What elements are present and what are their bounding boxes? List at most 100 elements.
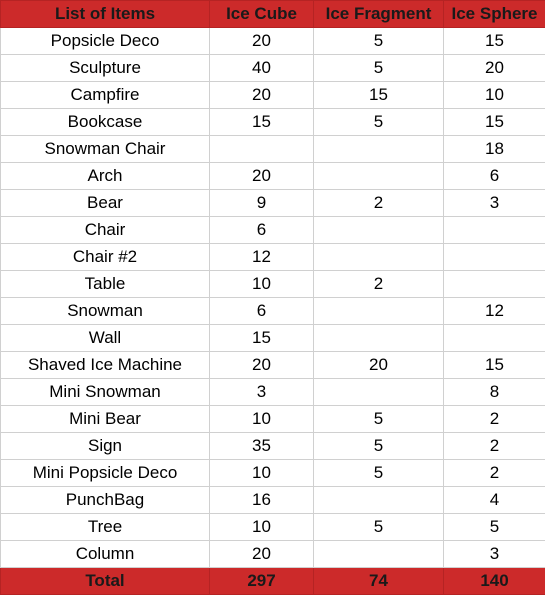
- ice-fragment-cell: [313, 135, 444, 163]
- item-name-cell: Chair: [0, 216, 210, 244]
- table-body: Popsicle Deco 20 5 15 Sculpture 40 5 20 Campfi…: [0, 27, 545, 568]
- ice-cube-cell: 20: [209, 162, 314, 190]
- item-name-cell: Snowman: [0, 297, 210, 325]
- header-cell-ice-sphere: Ice Sphere: [443, 0, 545, 28]
- ice-fragment-cell: [313, 486, 444, 514]
- ice-cube-cell: 10: [209, 270, 314, 298]
- item-name-cell: Bear: [0, 189, 210, 217]
- table-row: Column 20 3: [0, 540, 545, 568]
- total-ice-cube-cell: 297: [209, 567, 314, 595]
- item-name-cell: Table: [0, 270, 210, 298]
- item-name-cell: Mini Bear: [0, 405, 210, 433]
- ice-fragment-cell: [313, 378, 444, 406]
- ice-fragment-cell: 5: [313, 27, 444, 55]
- table-row: Mini Bear 10 5 2: [0, 405, 545, 433]
- item-name-cell: Campfire: [0, 81, 210, 109]
- table-row: Snowman Chair 18: [0, 135, 545, 163]
- item-name-cell: Column: [0, 540, 210, 568]
- ice-sphere-cell: 20: [443, 54, 545, 82]
- ice-cube-cell: 35: [209, 432, 314, 460]
- ice-fragment-cell: 2: [313, 189, 444, 217]
- ice-sphere-cell: 2: [443, 432, 545, 460]
- ice-fragment-cell: 5: [313, 405, 444, 433]
- ice-cube-cell: 16: [209, 486, 314, 514]
- ice-sphere-cell: 8: [443, 378, 545, 406]
- ice-fragment-cell: [313, 243, 444, 271]
- total-row: Total 297 74 140: [0, 567, 545, 595]
- table-row: Wall 15: [0, 324, 545, 352]
- table-footer: Total 297 74 140: [0, 567, 545, 595]
- ice-cube-cell: 3: [209, 378, 314, 406]
- table-row: Sign 35 5 2: [0, 432, 545, 460]
- item-name-cell: PunchBag: [0, 486, 210, 514]
- item-name-cell: Arch: [0, 162, 210, 190]
- ice-cube-cell: 10: [209, 459, 314, 487]
- ice-sphere-cell: 10: [443, 81, 545, 109]
- table-row: Popsicle Deco 20 5 15: [0, 27, 545, 55]
- item-name-cell: Wall: [0, 324, 210, 352]
- table-row: Bear 9 2 3: [0, 189, 545, 217]
- ice-sphere-cell: 2: [443, 405, 545, 433]
- ice-fragment-cell: [313, 540, 444, 568]
- item-name-cell: Mini Popsicle Deco: [0, 459, 210, 487]
- ice-fragment-cell: 2: [313, 270, 444, 298]
- ice-fragment-cell: 5: [313, 513, 444, 541]
- ice-cube-cell: 20: [209, 27, 314, 55]
- item-name-cell: Sculpture: [0, 54, 210, 82]
- item-name-cell: Popsicle Deco: [0, 27, 210, 55]
- table-row: Campfire 20 15 10: [0, 81, 545, 109]
- table-row: Mini Popsicle Deco 10 5 2: [0, 459, 545, 487]
- ice-sphere-cell: [443, 243, 545, 271]
- header-row: List of Items Ice Cube Ice Fragment Ice …: [0, 0, 545, 28]
- ice-sphere-cell: 15: [443, 351, 545, 379]
- ice-sphere-cell: 15: [443, 108, 545, 136]
- ice-fragment-cell: [313, 324, 444, 352]
- header-cell-ice-fragment: Ice Fragment: [313, 0, 444, 28]
- total-label-cell: Total: [0, 567, 210, 595]
- table-row: Chair 6: [0, 216, 545, 244]
- item-name-cell: Sign: [0, 432, 210, 460]
- table-row: PunchBag 16 4: [0, 486, 545, 514]
- ice-sphere-cell: 5: [443, 513, 545, 541]
- table-row: Mini Snowman 3 8: [0, 378, 545, 406]
- ice-sphere-cell: 3: [443, 540, 545, 568]
- ice-sphere-cell: 2: [443, 459, 545, 487]
- ice-cube-cell: 15: [209, 324, 314, 352]
- ice-cube-cell: 12: [209, 243, 314, 271]
- ice-cube-cell: 20: [209, 540, 314, 568]
- ice-sphere-cell: 4: [443, 486, 545, 514]
- ice-fragment-cell: 15: [313, 81, 444, 109]
- item-name-cell: Chair #2: [0, 243, 210, 271]
- table-row: Arch 20 6: [0, 162, 545, 190]
- header-cell-list-of-items: List of Items: [0, 0, 210, 28]
- ice-sphere-cell: 15: [443, 27, 545, 55]
- item-name-cell: Shaved Ice Machine: [0, 351, 210, 379]
- ice-fragment-cell: [313, 216, 444, 244]
- ice-cube-cell: 15: [209, 108, 314, 136]
- item-name-cell: Mini Snowman: [0, 378, 210, 406]
- ice-sphere-cell: [443, 216, 545, 244]
- table-row: Chair #2 12: [0, 243, 545, 271]
- table-header: List of Items Ice Cube Ice Fragment Ice …: [0, 0, 545, 28]
- ice-sphere-cell: [443, 270, 545, 298]
- ice-cube-cell: 20: [209, 81, 314, 109]
- ice-fragment-cell: 20: [313, 351, 444, 379]
- ice-sphere-cell: 12: [443, 297, 545, 325]
- ice-cube-cell: 40: [209, 54, 314, 82]
- ice-fragment-cell: [313, 297, 444, 325]
- ice-fragment-cell: 5: [313, 432, 444, 460]
- ice-cube-cell: [209, 135, 314, 163]
- ice-fragment-cell: 5: [313, 459, 444, 487]
- ice-sphere-cell: [443, 324, 545, 352]
- item-name-cell: Snowman Chair: [0, 135, 210, 163]
- ice-cube-cell: 10: [209, 513, 314, 541]
- table-row: Bookcase 15 5 15: [0, 108, 545, 136]
- header-cell-ice-cube: Ice Cube: [209, 0, 314, 28]
- ice-cube-cell: 20: [209, 351, 314, 379]
- item-name-cell: Tree: [0, 513, 210, 541]
- ice-cube-cell: 6: [209, 297, 314, 325]
- table-row: Sculpture 40 5 20: [0, 54, 545, 82]
- total-ice-sphere-cell: 140: [443, 567, 545, 595]
- ice-fragment-cell: 5: [313, 108, 444, 136]
